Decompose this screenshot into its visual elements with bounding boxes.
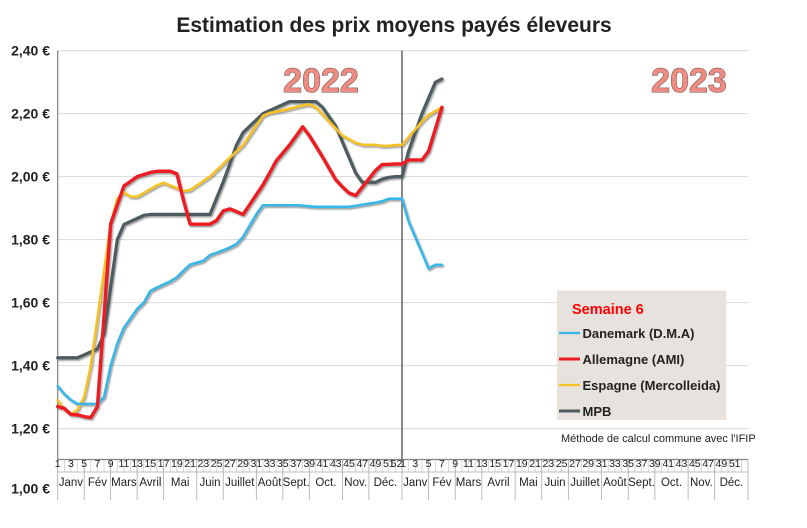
svg-text:15: 15 [489, 458, 501, 470]
svg-text:23: 23 [543, 458, 555, 470]
svg-text:Danemark (D.M.A): Danemark (D.M.A) [583, 326, 695, 341]
svg-text:23: 23 [198, 458, 210, 470]
svg-text:15: 15 [145, 458, 157, 470]
svg-text:Méthode de calcul commune avec: Méthode de calcul commune avec l'IFIP [561, 433, 756, 445]
svg-text:Fév: Fév [88, 477, 107, 489]
svg-text:27: 27 [224, 458, 236, 470]
svg-text:Juin: Juin [544, 477, 565, 489]
svg-text:49: 49 [370, 458, 382, 470]
svg-text:25: 25 [556, 458, 568, 470]
svg-text:2,40 €: 2,40 € [11, 43, 50, 59]
svg-text:Oct.: Oct. [315, 477, 336, 489]
svg-text:Août: Août [258, 477, 282, 489]
svg-text:11: 11 [118, 458, 129, 470]
svg-text:45: 45 [343, 458, 355, 470]
svg-text:Avril: Avril [487, 477, 509, 489]
svg-text:Juin: Juin [199, 477, 220, 489]
svg-text:43: 43 [676, 458, 688, 470]
svg-text:29: 29 [582, 458, 594, 470]
svg-text:1,20 €: 1,20 € [11, 421, 50, 437]
svg-text:33: 33 [264, 458, 276, 470]
svg-text:19: 19 [516, 458, 528, 470]
svg-text:2,00 €: 2,00 € [11, 169, 50, 185]
svg-text:Mai: Mai [519, 477, 538, 489]
svg-text:31: 31 [596, 458, 608, 470]
svg-text:Semaine 6: Semaine 6 [572, 302, 644, 318]
svg-text:1,60 €: 1,60 € [11, 295, 50, 311]
svg-text:1,00 €: 1,00 € [11, 481, 50, 497]
svg-text:Mai: Mai [171, 477, 190, 489]
svg-text:Nov.: Nov. [690, 477, 713, 489]
svg-text:Janv: Janv [403, 477, 428, 489]
svg-text:19: 19 [171, 458, 183, 470]
svg-text:43: 43 [330, 458, 342, 470]
svg-text:21: 21 [184, 458, 196, 470]
svg-text:Déc.: Déc. [720, 477, 744, 489]
svg-text:25: 25 [211, 458, 223, 470]
svg-text:39: 39 [649, 458, 661, 470]
svg-text:49: 49 [716, 458, 728, 470]
svg-text:Oct.: Oct. [661, 477, 682, 489]
svg-text:Estimation des prix moyens pay: Estimation des prix moyens payés éleveur… [176, 14, 611, 37]
svg-text:41: 41 [317, 458, 329, 470]
svg-text:17: 17 [503, 458, 515, 470]
svg-text:Fév: Fév [432, 477, 451, 489]
svg-text:3: 3 [412, 458, 418, 470]
svg-text:27: 27 [569, 458, 581, 470]
svg-text:Juillet: Juillet [570, 477, 600, 489]
svg-text:39: 39 [303, 458, 315, 470]
svg-text:1: 1 [400, 458, 406, 470]
svg-text:13: 13 [476, 458, 488, 470]
svg-text:21: 21 [529, 458, 541, 470]
svg-text:1,80 €: 1,80 € [11, 232, 50, 248]
svg-text:2022: 2022 [283, 62, 359, 100]
svg-text:Avril: Avril [139, 477, 161, 489]
svg-text:MPB: MPB [583, 404, 612, 419]
svg-text:47: 47 [356, 458, 368, 470]
svg-text:7: 7 [439, 458, 445, 470]
svg-text:37: 37 [290, 458, 302, 470]
svg-text:13: 13 [131, 458, 143, 470]
svg-text:45: 45 [689, 458, 701, 470]
svg-text:Allemagne (AMI): Allemagne (AMI) [583, 352, 685, 367]
svg-text:37: 37 [636, 458, 648, 470]
svg-text:Juillet: Juillet [225, 477, 255, 489]
svg-text:9: 9 [452, 458, 458, 470]
svg-text:5: 5 [426, 458, 432, 470]
svg-text:1: 1 [55, 458, 61, 470]
svg-text:Nov.: Nov. [344, 477, 367, 489]
svg-text:11: 11 [463, 458, 474, 470]
svg-text:7: 7 [94, 458, 100, 470]
svg-text:1,40 €: 1,40 € [11, 358, 50, 374]
svg-text:Août: Août [603, 477, 627, 489]
svg-text:Sept.: Sept. [283, 477, 310, 489]
svg-text:35: 35 [277, 458, 289, 470]
svg-text:2023: 2023 [651, 62, 727, 100]
svg-text:29: 29 [237, 458, 249, 470]
svg-text:35: 35 [622, 458, 634, 470]
svg-text:33: 33 [609, 458, 621, 470]
svg-text:Espagne (Mercolleida): Espagne (Mercolleida) [583, 378, 721, 393]
svg-text:17: 17 [158, 458, 170, 470]
svg-text:51: 51 [729, 458, 741, 470]
svg-text:5: 5 [81, 458, 87, 470]
svg-text:Mars: Mars [111, 477, 137, 489]
svg-text:47: 47 [702, 458, 714, 470]
svg-text:31: 31 [250, 458, 262, 470]
svg-text:Janv: Janv [59, 477, 84, 489]
svg-text:3: 3 [68, 458, 74, 470]
svg-text:Déc.: Déc. [374, 477, 398, 489]
svg-text:41: 41 [662, 458, 674, 470]
svg-text:Mars: Mars [456, 477, 482, 489]
svg-text:9: 9 [108, 458, 114, 470]
svg-text:2,20 €: 2,20 € [11, 106, 50, 122]
svg-text:Sept.: Sept. [628, 477, 655, 489]
